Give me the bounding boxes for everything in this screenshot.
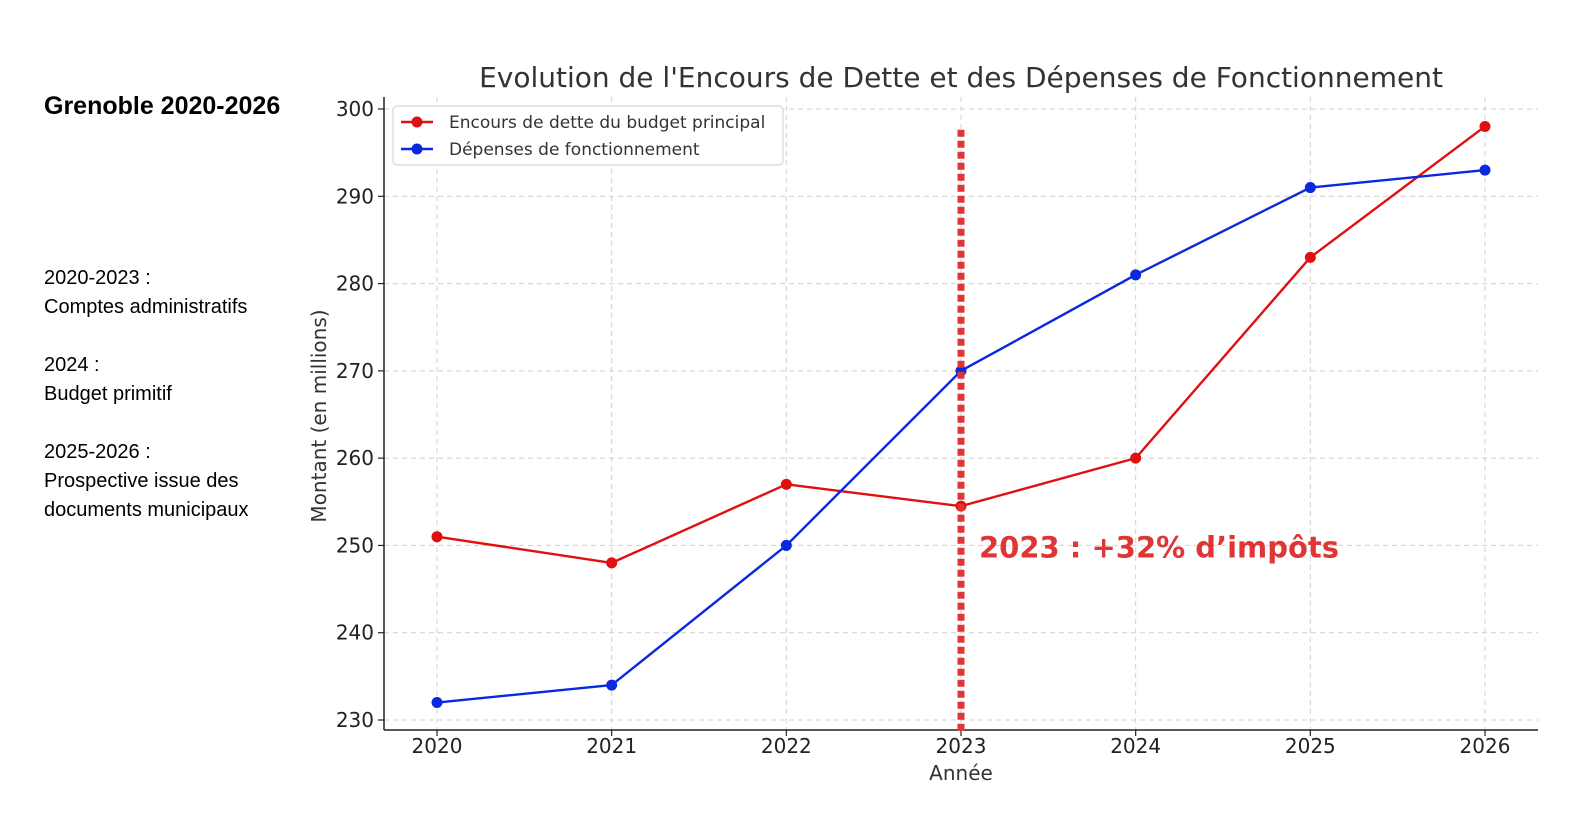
- y-tick-label: 230: [336, 708, 374, 732]
- note-text: Comptes administratifs: [44, 296, 248, 318]
- sidebar-title: Grenoble 2020-2026: [44, 92, 281, 120]
- legend-entry: Encours de dette du budget principal: [449, 113, 765, 133]
- note-budget: 2024 : Budget primitif: [44, 351, 172, 409]
- data-point: [1479, 164, 1491, 176]
- data-point: [431, 531, 443, 543]
- legend-box: [392, 105, 784, 166]
- annotations: 2023 : +32% d’impôts: [957, 126, 1339, 731]
- x-tick-label: 2021: [586, 734, 637, 758]
- note-prospective: 2025-2026 : Prospective issue des docume…: [44, 438, 249, 525]
- data-point: [780, 539, 792, 551]
- note-heading: 2024 :: [44, 354, 100, 376]
- y-tick-label: 300: [336, 97, 374, 121]
- data-point: [1304, 182, 1316, 194]
- ticks: 2020 2021 2022 2023 2024 2025 2026 230 240 250 260…: [336, 97, 1511, 758]
- note-heading: 2025-2026 :: [44, 441, 151, 463]
- data-point: [606, 679, 618, 691]
- x-tick-label: 2024: [1110, 734, 1161, 758]
- note-text: Prospective issue des: [44, 470, 239, 492]
- chart-title: Evolution de l'Encours de Dette et des D…: [479, 61, 1443, 94]
- x-tick-label: 2025: [1285, 734, 1336, 758]
- legend-entry: Dépenses de fonctionnement: [449, 140, 700, 160]
- x-tick-label: 2022: [761, 734, 812, 758]
- data-point: [1479, 120, 1491, 132]
- note-heading: 2020-2023 :: [44, 267, 151, 289]
- legend-swatch-marker: [411, 143, 423, 155]
- y-tick-label: 270: [336, 359, 374, 383]
- x-axis-label: Année: [929, 761, 993, 785]
- note-text: Budget primitif: [44, 383, 172, 405]
- legend: Encours de dette du budget principal Dépe…: [392, 105, 784, 166]
- data-point: [1130, 452, 1142, 464]
- y-tick-label: 240: [336, 621, 374, 645]
- legend-swatch-marker: [411, 116, 423, 128]
- x-tick-label: 2023: [936, 734, 987, 758]
- grid: [384, 97, 1538, 730]
- data-point: [1130, 269, 1142, 281]
- x-tick-label: 2026: [1460, 734, 1511, 758]
- y-tick-label: 290: [336, 184, 374, 208]
- y-tick-label: 260: [336, 446, 374, 470]
- x-tick-label: 2020: [412, 734, 463, 758]
- y-axis-label: Montant (en millions): [307, 309, 331, 522]
- y-tick-label: 250: [336, 533, 374, 557]
- data-point: [1304, 251, 1316, 263]
- data-point: [431, 697, 443, 709]
- annotation-text: 2023 : +32% d’impôts: [979, 530, 1339, 564]
- data-point: [606, 557, 618, 569]
- y-tick-label: 280: [336, 272, 374, 296]
- note-accounts: 2020-2023 : Comptes administratifs: [44, 264, 247, 322]
- data-point: [780, 478, 792, 490]
- note-text: documents municipaux: [44, 499, 249, 521]
